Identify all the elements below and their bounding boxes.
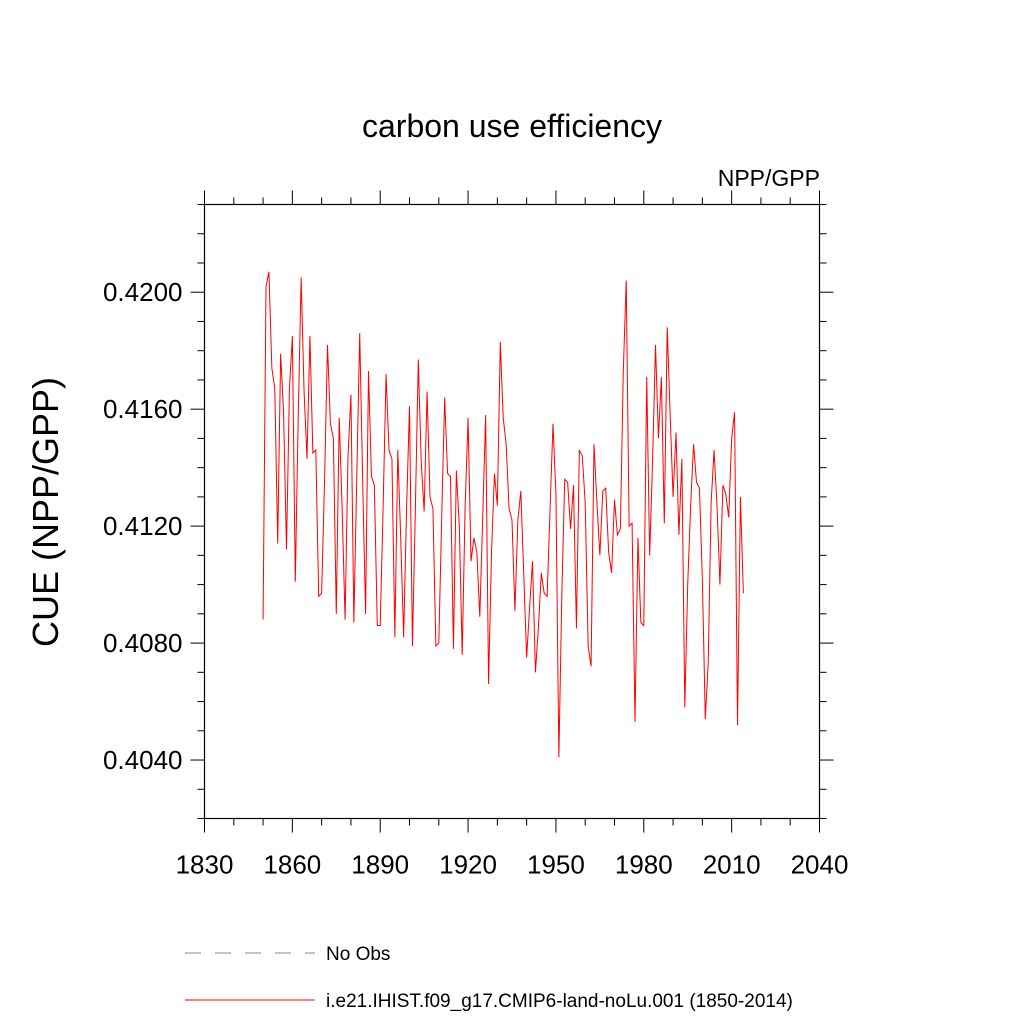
legend-label-no-obs: No Obs: [326, 944, 390, 965]
y-tick-label: 0.4080: [103, 628, 183, 658]
chart-subtitle: NPP/GPP: [718, 165, 820, 191]
x-tick-label: 1830: [176, 850, 234, 880]
plot-frame: [203, 203, 821, 820]
x-tick-label: 1920: [439, 850, 497, 880]
legend-label-model: i.e21.IHIST.f09_g17.CMIP6-land-noLu.001 …: [326, 991, 793, 1012]
x-tick-label: 1950: [527, 850, 585, 880]
y-axis-label: CUE (NPP/GPP): [25, 377, 66, 647]
legend: No Obs i.e21.IHIST.f09_g17.CMIP6-land-no…: [185, 944, 793, 1012]
axis-tick-labels: 1830 1860 1890 1920 1950 1980 2010 2040 0.4040 0.…: [103, 277, 848, 879]
series-line-1: [262, 271, 744, 758]
y-tick-label: 0.4120: [103, 511, 183, 541]
y-tick-label: 0.4200: [103, 277, 183, 307]
x-tick-label: 1890: [351, 850, 409, 880]
y-tick-label: 0.4040: [103, 745, 183, 775]
x-tick-label: 1860: [263, 850, 321, 880]
x-tick-label: 1980: [615, 850, 673, 880]
x-tick-label: 2040: [791, 850, 849, 880]
y-tick-label: 0.4160: [103, 394, 183, 424]
x-tick-label: 2010: [703, 850, 761, 880]
axis-ticks: [190, 190, 834, 833]
chart-title: carbon use efficiency: [362, 108, 662, 144]
series-lines: [262, 271, 744, 758]
